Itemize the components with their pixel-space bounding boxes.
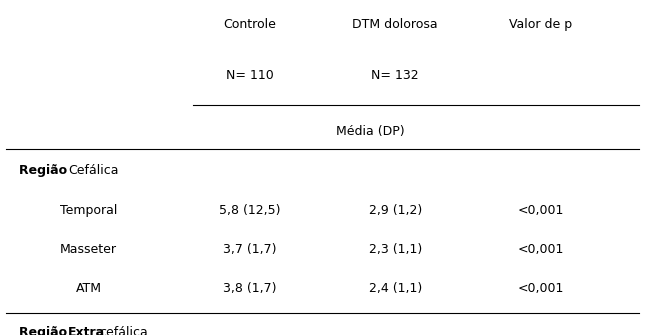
- Text: 2,9 (1,2): 2,9 (1,2): [368, 204, 422, 217]
- Text: 2,3 (1,1): 2,3 (1,1): [368, 243, 422, 256]
- Text: Cefálica: Cefálica: [68, 164, 118, 177]
- Text: 5,8 (12,5): 5,8 (12,5): [219, 204, 281, 217]
- Text: N= 132: N= 132: [372, 69, 419, 82]
- Text: cefálica: cefálica: [99, 326, 148, 335]
- Text: Extra: Extra: [68, 326, 105, 335]
- Text: Masseter: Masseter: [60, 243, 117, 256]
- Text: Região: Região: [19, 164, 72, 177]
- Text: <0,001: <0,001: [517, 282, 564, 295]
- Text: Média (DP): Média (DP): [335, 125, 404, 138]
- Text: DTM dolorosa: DTM dolorosa: [352, 18, 438, 31]
- Text: Controle: Controle: [223, 18, 276, 31]
- Text: ATM: ATM: [75, 282, 102, 295]
- Text: 3,7 (1,7): 3,7 (1,7): [223, 243, 277, 256]
- Text: 2,4 (1,1): 2,4 (1,1): [368, 282, 422, 295]
- Text: N= 110: N= 110: [226, 69, 273, 82]
- Text: <0,001: <0,001: [517, 204, 564, 217]
- Text: 3,8 (1,7): 3,8 (1,7): [223, 282, 277, 295]
- Text: Valor de p: Valor de p: [509, 18, 572, 31]
- Text: Região: Região: [19, 326, 72, 335]
- Text: Temporal: Temporal: [60, 204, 117, 217]
- Text: <0,001: <0,001: [517, 243, 564, 256]
